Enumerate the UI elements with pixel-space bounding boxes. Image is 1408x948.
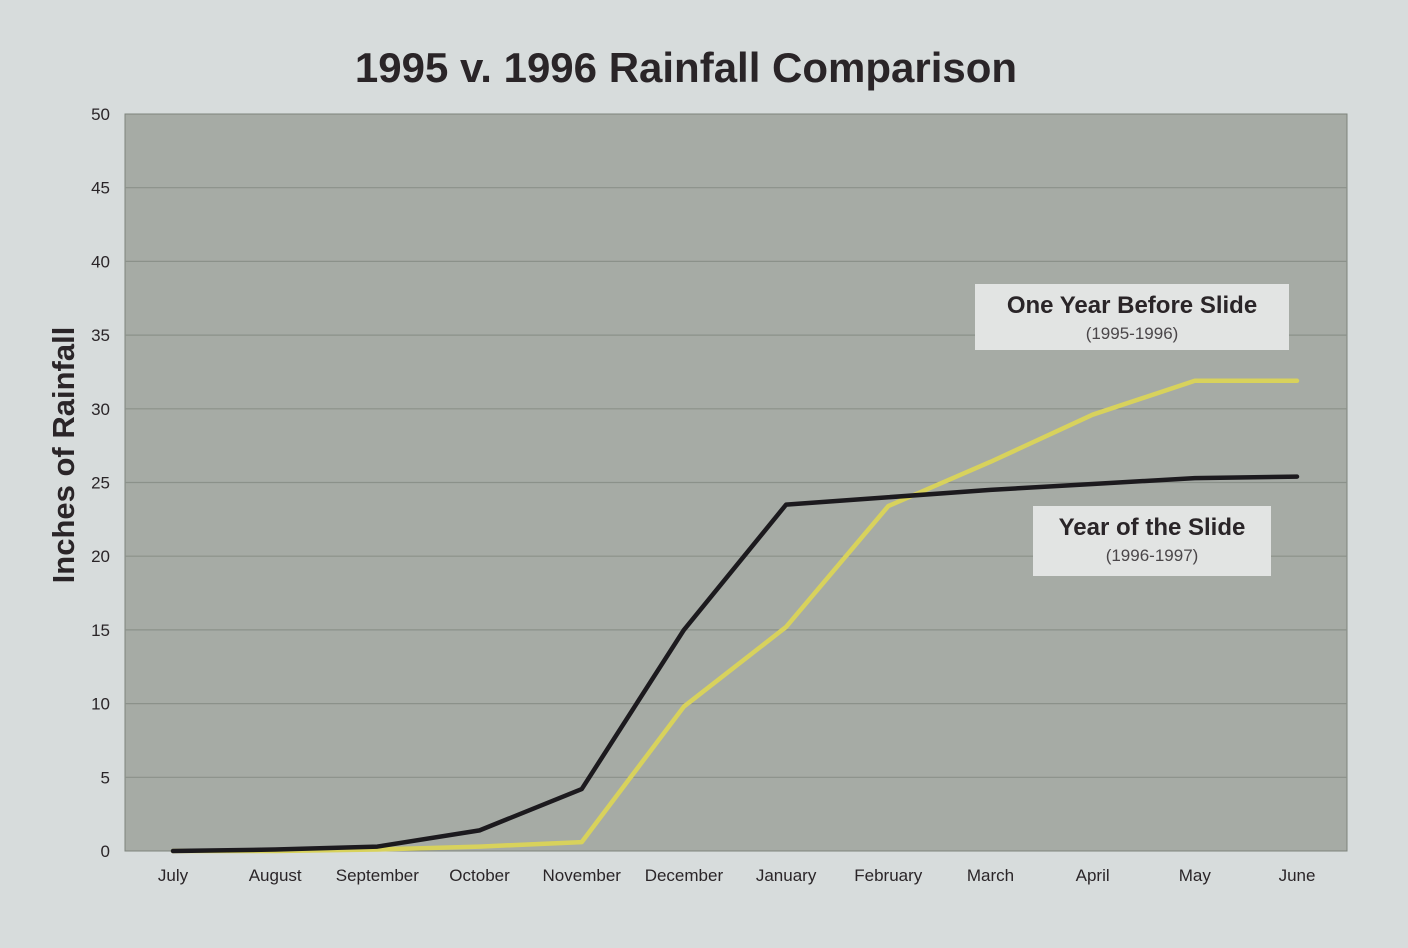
x-tick-label: July [158, 866, 189, 885]
x-tick-label: November [543, 866, 622, 885]
y-axis-label: Inches of Rainfall [46, 327, 81, 584]
y-tick-label: 40 [91, 252, 110, 271]
y-tick-label: 35 [91, 326, 110, 345]
y-tick-label: 5 [101, 768, 110, 787]
y-tick-label: 10 [91, 695, 110, 714]
x-tick-label: May [1179, 866, 1212, 885]
x-tick-label: September [336, 866, 419, 885]
series-label-years: (1996-1997) [1106, 546, 1199, 565]
series-line-year-of-the-slide [170, 474, 1300, 854]
series-labels: One Year Before Slide (1995-1996) Year of … [975, 284, 1289, 576]
x-tick-label: October [449, 866, 510, 885]
series-lines [170, 378, 1300, 854]
y-tick-label: 0 [101, 842, 110, 861]
y-tick-label: 50 [91, 105, 110, 124]
x-tick-label: August [249, 866, 302, 885]
x-tick-label: June [1279, 866, 1316, 885]
series-label-box [1033, 506, 1271, 576]
x-tick-label: February [854, 866, 923, 885]
y-tick-label: 20 [91, 547, 110, 566]
x-tick-label: January [756, 866, 817, 885]
series-label-box [975, 284, 1289, 350]
x-axis-ticks: July August September October November Decemb… [158, 866, 1316, 885]
y-tick-label: 45 [91, 179, 110, 198]
y-axis-ticks: 0 5 10 15 20 25 30 35 40 45 50 [91, 105, 110, 861]
y-tick-label: 15 [91, 621, 110, 640]
series-label-years: (1995-1996) [1086, 324, 1179, 343]
x-tick-label: December [645, 866, 724, 885]
y-tick-label: 25 [91, 474, 110, 493]
x-tick-label: March [967, 866, 1014, 885]
y-tick-label: 30 [91, 400, 110, 419]
series-label-name: Year of the Slide [1059, 514, 1246, 541]
chart-title: 1995 v. 1996 Rainfall Comparison [355, 44, 1017, 91]
series-label-name: One Year Before Slide [1007, 292, 1257, 319]
series-line-one-year-before-slide [170, 378, 1300, 854]
x-tick-label: April [1076, 866, 1110, 885]
